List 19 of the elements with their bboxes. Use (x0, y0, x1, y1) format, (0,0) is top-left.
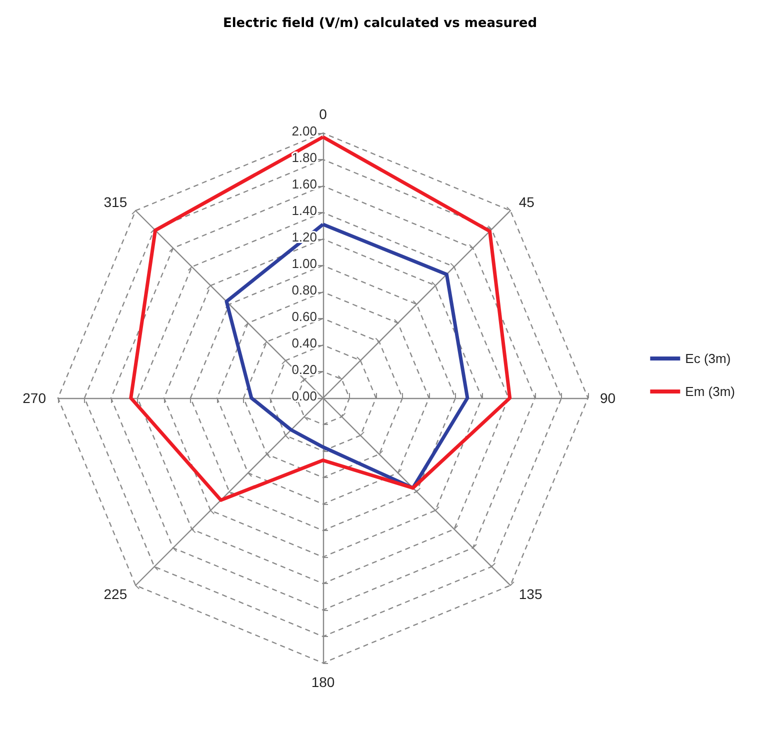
spoke-label: 270 (22, 390, 46, 406)
y-tick-label: 0.40 (292, 336, 317, 350)
spoke-label: 315 (104, 194, 128, 210)
spoke-label: 45 (518, 194, 535, 210)
spoke-label: 0 (319, 106, 328, 122)
y-tick-label: 1.80 (292, 150, 317, 165)
y-tick-label: 0.80 (292, 282, 317, 298)
chart-title: Electric field (V/m) calculated vs measured (222, 16, 538, 31)
y-tick-label: 2.00 (292, 124, 317, 138)
y-tick-label: 0.60 (292, 309, 317, 324)
y-tick-label: 1.60 (292, 176, 317, 192)
spoke-label: 180 (311, 674, 335, 690)
y-tick-label: 1.00 (292, 256, 317, 271)
spoke-label: 90 (600, 390, 616, 406)
spoke-label: 135 (518, 586, 542, 602)
spoke-label: 225 (104, 586, 128, 602)
y-tick-label: 1.40 (292, 203, 317, 218)
legend-label: Ec (3m) (685, 351, 731, 366)
legend-label: Em (3m) (685, 384, 736, 399)
